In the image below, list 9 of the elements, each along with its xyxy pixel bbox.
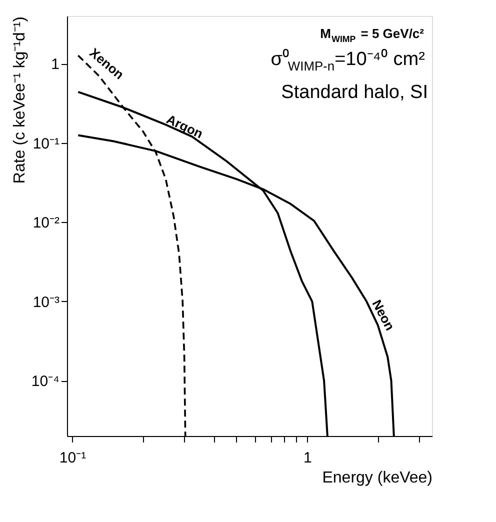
annotation: Standard halo, SI (281, 82, 428, 103)
y-tick-label: 10⁻⁴ (31, 373, 60, 390)
y-tick-label: 10⁻² (32, 214, 60, 232)
y-tick-label: 10⁻¹ (32, 135, 60, 152)
y-tick-label: 1 (51, 56, 60, 74)
x-axis-title: Energy (keVee) (322, 470, 432, 486)
text: Neon (369, 297, 398, 333)
y-axis-title: Rate (c keVee⁻¹ kg⁻¹d⁻¹) (11, 16, 28, 184)
y-tick-label: 10⁻³ (32, 294, 60, 311)
